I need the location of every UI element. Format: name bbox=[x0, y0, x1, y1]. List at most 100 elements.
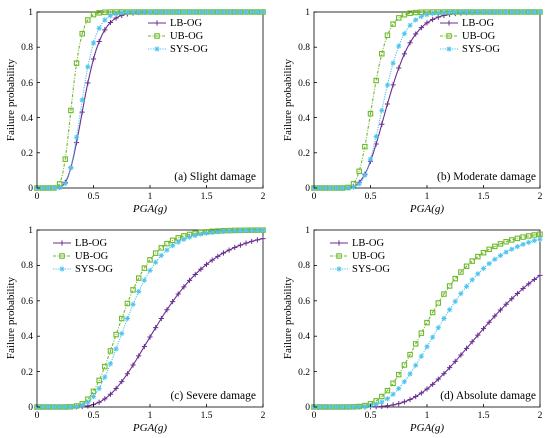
data-point-ub-og bbox=[458, 269, 464, 275]
data-point-sys-og bbox=[113, 346, 119, 352]
data-point-ub-og bbox=[135, 275, 142, 281]
data-point-sys-og bbox=[413, 362, 419, 368]
data-point-lb-og bbox=[441, 370, 447, 377]
data-point-sys-og bbox=[373, 401, 379, 407]
data-point-ub-og bbox=[435, 300, 442, 306]
data-point-sys-og bbox=[520, 241, 526, 247]
panel-d-x-tick-label: 1 bbox=[425, 411, 430, 421]
data-point-sys-og bbox=[51, 185, 57, 191]
data-point-ub-og bbox=[446, 283, 453, 289]
data-point-lb-og bbox=[181, 284, 187, 290]
data-point-ub-og bbox=[441, 291, 447, 297]
panel-c-x-axis-label: PGA(g) bbox=[132, 422, 168, 434]
data-point-lb-og bbox=[407, 396, 413, 403]
data-point-lb-og bbox=[475, 332, 481, 338]
data-point-sys-og bbox=[373, 133, 379, 140]
data-point-sys-og bbox=[435, 325, 441, 331]
data-point-ub-og bbox=[412, 9, 419, 16]
panel-a-legend: LB-OG UB-OG SYS-OG bbox=[148, 18, 208, 55]
panel-b-y-ticks: 0 0.2 0.4 0.6 0.8 1 bbox=[298, 8, 310, 194]
panel-b-y-tick-label: 0.4 bbox=[298, 114, 310, 124]
panel-c-y-tick-label: 1 bbox=[28, 226, 33, 236]
data-point-ub-og bbox=[401, 362, 408, 368]
data-point-sys-og bbox=[153, 9, 159, 15]
panel-b-y-tick-label: 0.6 bbox=[298, 79, 310, 89]
data-point-sys-og bbox=[384, 82, 391, 88]
data-point-sys-og bbox=[458, 9, 464, 15]
legend-marker-lb-og bbox=[336, 240, 342, 246]
panel-c-title: (c) Severe damage bbox=[170, 390, 256, 402]
data-point-lb-og bbox=[497, 307, 504, 313]
data-point-sys-og bbox=[170, 9, 176, 15]
panel-d-y-tick-label: 0.2 bbox=[298, 368, 310, 378]
data-point-lb-og bbox=[90, 56, 97, 62]
data-point-sys-og bbox=[73, 403, 80, 410]
data-point-lb-og bbox=[153, 324, 159, 331]
panel-c-x-tick-label: 2 bbox=[261, 411, 266, 421]
data-point-sys-og bbox=[220, 228, 227, 234]
data-point-ub-og bbox=[395, 371, 402, 378]
data-point-sys-og bbox=[339, 185, 345, 191]
panel-d-y-tick-label: 0.6 bbox=[298, 297, 310, 307]
panel-d-legend: LB-OG UB-OG SYS-OG bbox=[330, 238, 390, 275]
data-point-ub-og bbox=[164, 240, 170, 247]
data-point-sys-og bbox=[220, 9, 227, 15]
data-point-lb-og bbox=[79, 109, 85, 115]
data-point-ub-og bbox=[508, 237, 515, 243]
data-point-ub-og bbox=[158, 245, 165, 251]
data-point-sys-og bbox=[441, 315, 447, 322]
data-point-lb-og bbox=[249, 238, 255, 245]
data-point-sys-og bbox=[390, 60, 396, 66]
data-point-ub-og bbox=[497, 241, 504, 247]
data-point-ub-og bbox=[113, 331, 119, 338]
data-point-sys-og bbox=[526, 9, 532, 15]
data-point-sys-og bbox=[158, 252, 164, 259]
data-point-sys-og bbox=[514, 244, 520, 250]
data-point-lb-og bbox=[113, 385, 119, 392]
data-point-ub-og bbox=[356, 168, 362, 175]
data-point-sys-og bbox=[192, 232, 198, 239]
data-point-sys-og bbox=[136, 288, 142, 295]
data-point-lb-og bbox=[469, 339, 475, 345]
series-line-sys-og bbox=[37, 229, 263, 408]
data-point-sys-og bbox=[73, 134, 80, 140]
data-point-sys-og bbox=[226, 9, 232, 15]
data-point-sys-og bbox=[232, 228, 238, 234]
data-point-sys-og bbox=[181, 236, 187, 242]
data-point-lb-og bbox=[458, 352, 464, 358]
panel-d-x-ticks: 0 0.5 1 1.5 2 bbox=[312, 411, 543, 421]
data-point-sys-og bbox=[254, 227, 260, 233]
data-point-ub-og bbox=[514, 235, 521, 242]
data-point-lb-og bbox=[526, 281, 532, 287]
data-point-ub-og bbox=[469, 258, 475, 264]
data-point-lb-og bbox=[175, 291, 181, 297]
data-point-ub-og bbox=[90, 388, 97, 395]
legend-marker-sys-og bbox=[154, 46, 160, 52]
data-point-sys-og bbox=[226, 228, 232, 234]
data-point-ub-og bbox=[407, 351, 413, 358]
data-point-lb-og bbox=[158, 315, 164, 322]
data-point-lb-og bbox=[509, 296, 515, 302]
panel-b-y-tick-label: 0.8 bbox=[298, 43, 310, 53]
panel-b-y-tick-label: 0.2 bbox=[298, 149, 310, 159]
data-point-sys-og bbox=[68, 165, 74, 171]
data-point-lb-og bbox=[463, 345, 470, 352]
data-point-lb-og bbox=[186, 277, 193, 283]
data-point-sys-og bbox=[40, 185, 46, 191]
panel-b-x-tick-label: 0.5 bbox=[365, 192, 377, 202]
data-point-sys-og bbox=[124, 9, 130, 15]
data-point-sys-og bbox=[249, 227, 255, 233]
panel-a-x-axis-label: PGA(g) bbox=[132, 203, 168, 215]
data-point-sys-og bbox=[249, 9, 255, 15]
data-point-lb-og bbox=[209, 257, 215, 263]
data-point-sys-og bbox=[463, 9, 470, 15]
data-point-sys-og bbox=[209, 229, 215, 236]
data-point-sys-og bbox=[141, 9, 147, 15]
panel-b-y-tick-label: 1 bbox=[305, 8, 310, 18]
legend-label-lb-og: LB-OG bbox=[352, 238, 384, 249]
data-point-ub-og bbox=[384, 387, 391, 394]
data-point-sys-og bbox=[198, 231, 204, 237]
data-point-sys-og bbox=[379, 107, 385, 114]
data-point-sys-og bbox=[384, 396, 391, 402]
